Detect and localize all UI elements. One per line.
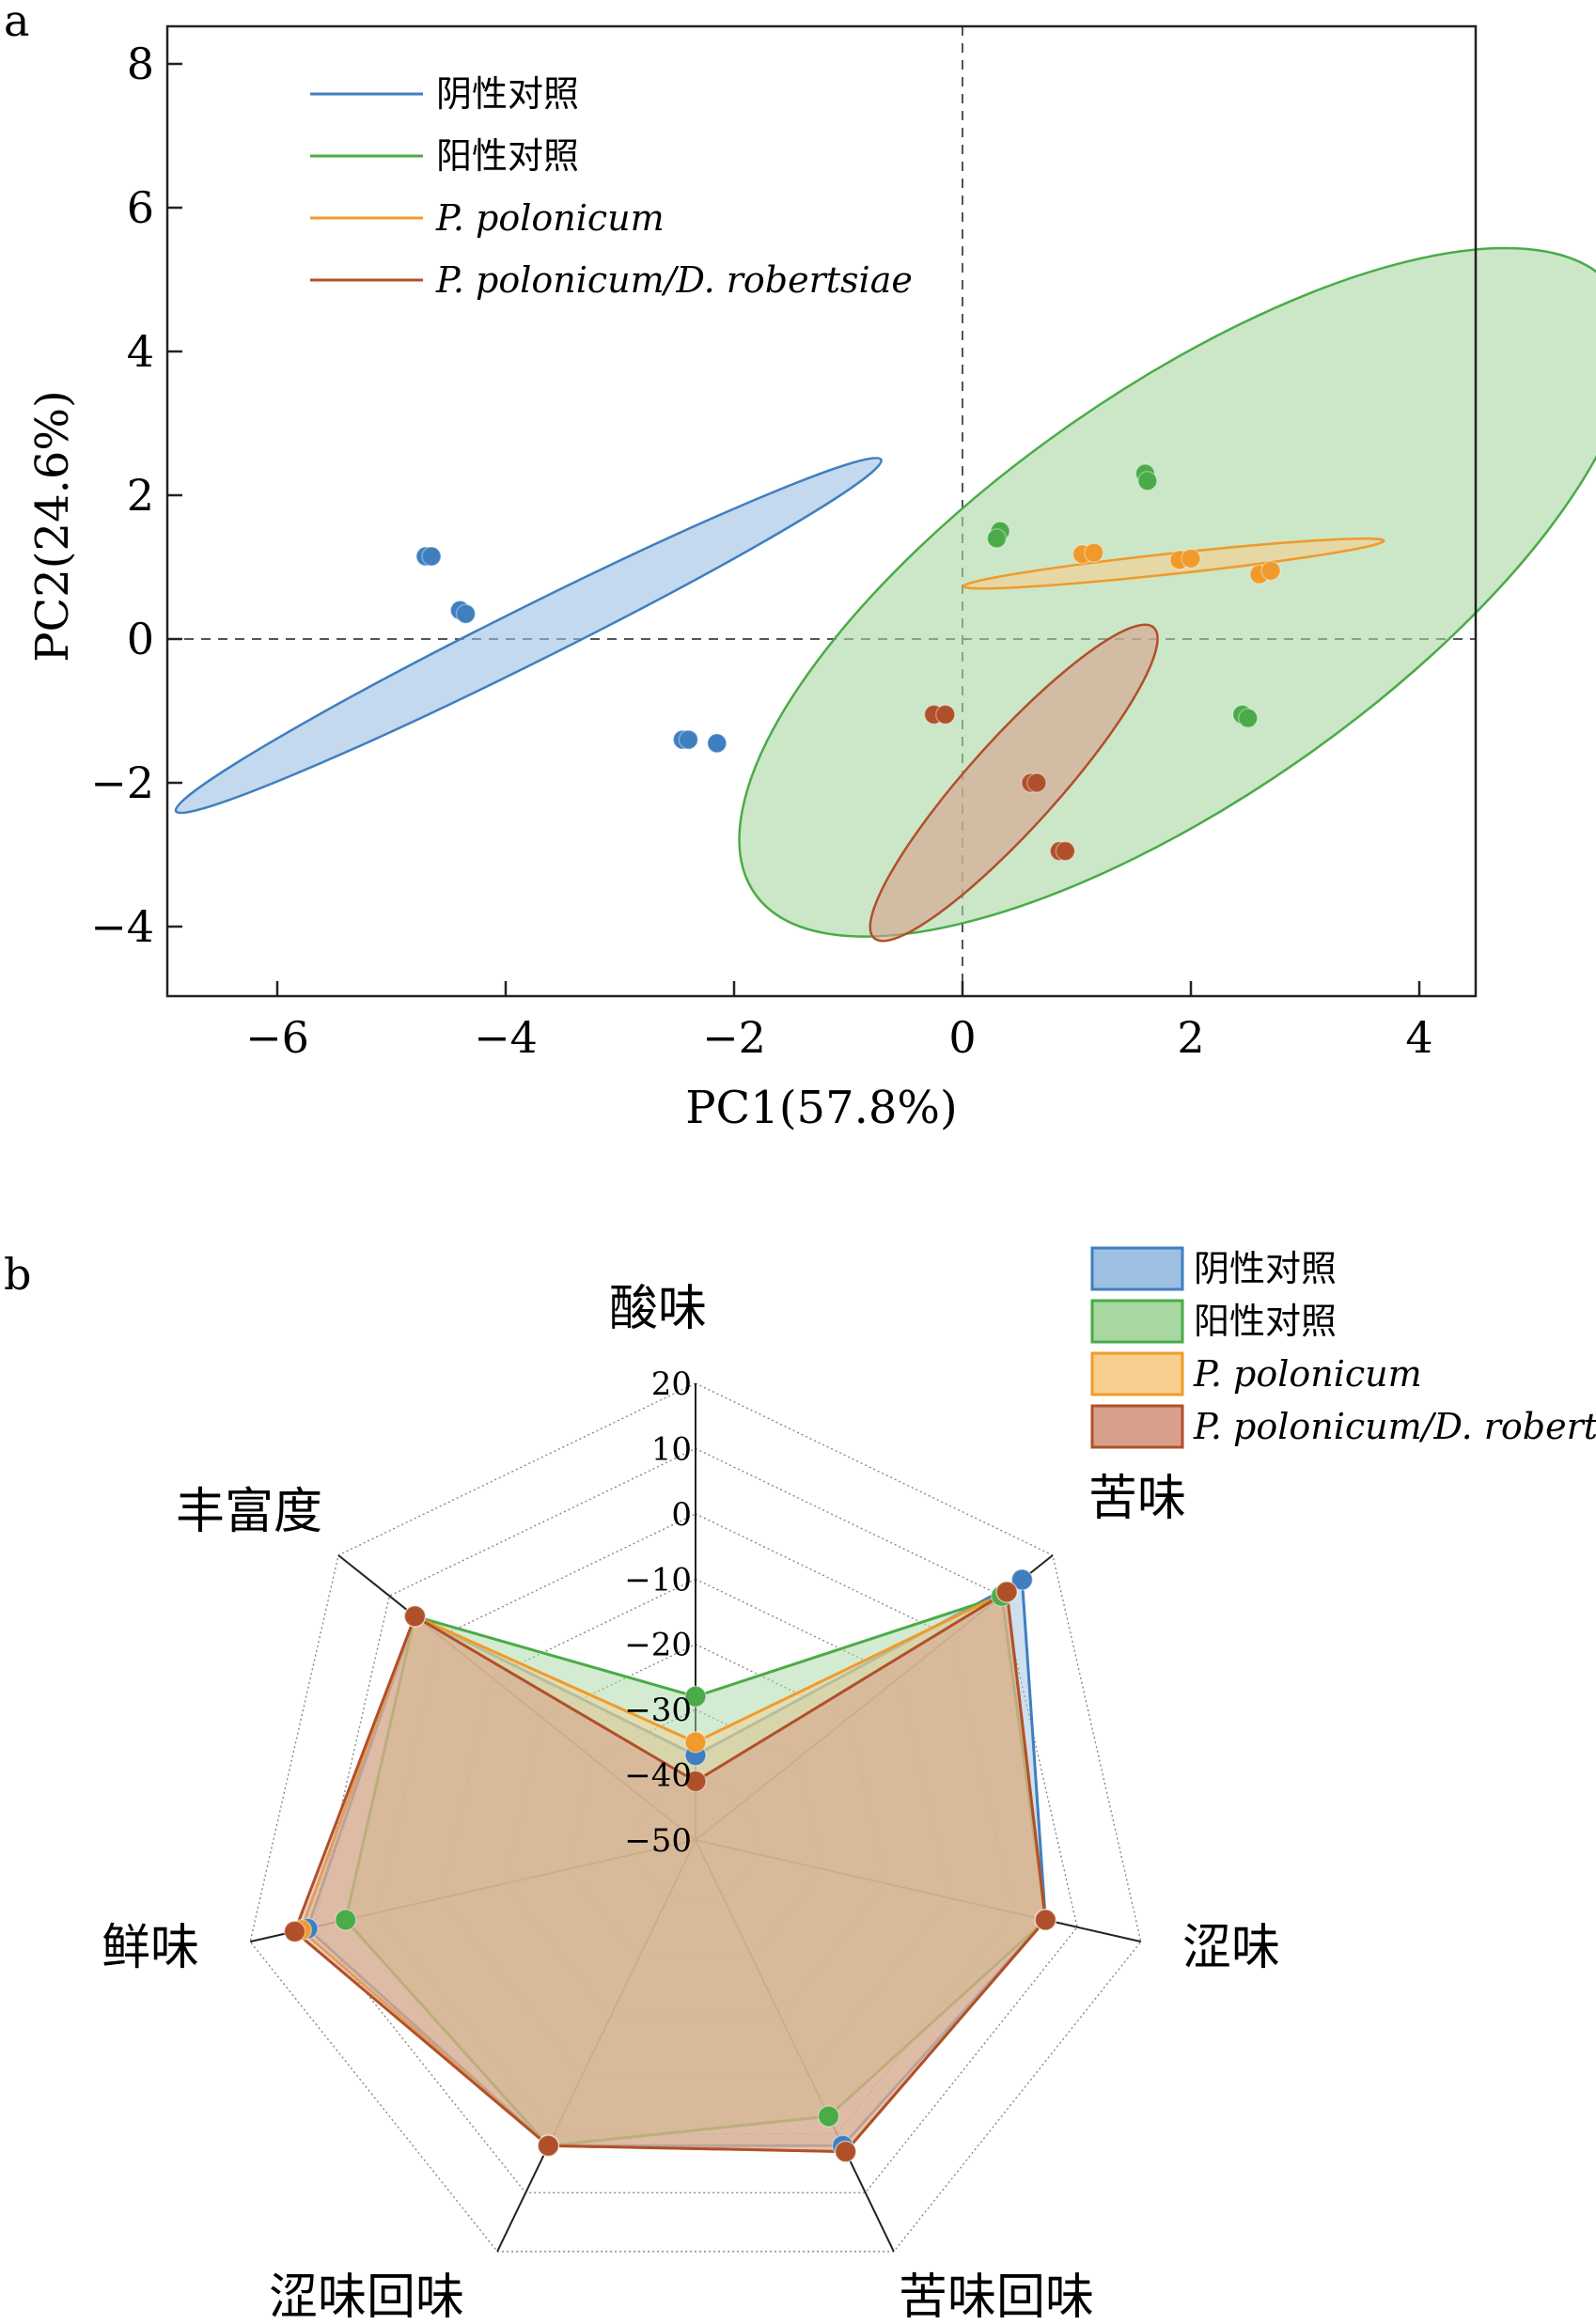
- y-tick-label: 0: [127, 614, 154, 664]
- x-tick-label: −4: [474, 1012, 538, 1063]
- x-tick-label: 4: [1405, 1012, 1432, 1063]
- scatter-point: [421, 546, 442, 567]
- scatter-point: [1181, 548, 1201, 569]
- y-axis-title: PC2(24.6%): [26, 390, 79, 663]
- scatter-point: [1083, 542, 1104, 563]
- legend-label: 阴性对照: [1194, 1248, 1337, 1289]
- radar-tick-label: −20: [624, 1627, 692, 1664]
- pca-ticks: −6 −4 −2 0 2 4 8 6 4 2 0 −2 −4: [90, 39, 1432, 1063]
- radar-point: [403, 1605, 427, 1628]
- radar-axis-label: 苦味回味: [899, 2269, 1094, 2324]
- legend-label: P. polonicum: [435, 197, 665, 239]
- radar-tick-label: −30: [624, 1692, 692, 1729]
- radar-axis-label: 涩味回味: [269, 2269, 464, 2324]
- y-tick-label: 4: [127, 326, 154, 377]
- legend-swatch-box: [1090, 1299, 1184, 1344]
- radar-point: [684, 1685, 707, 1708]
- radar-tick-label: −50: [624, 1822, 692, 1860]
- legend-swatch-box: [1090, 1351, 1184, 1396]
- radar-axis-label: 丰富度: [176, 1484, 322, 1540]
- x-tick-label: −6: [245, 1012, 309, 1063]
- radar-tick-label: −40: [624, 1757, 692, 1795]
- radar-point: [283, 1920, 306, 1943]
- x-tick-label: 0: [948, 1012, 976, 1063]
- legend-swatch-box: [1090, 1404, 1184, 1449]
- scatter-point: [1260, 560, 1281, 582]
- radar-axis-label: 涩味: [1182, 1920, 1280, 1976]
- radar-point: [334, 1909, 357, 1931]
- radar-grid-ring: [249, 1382, 1142, 2253]
- radar-point: [537, 2134, 560, 2158]
- legend-label: 阳性对照: [436, 135, 579, 177]
- confidence-ellipse-3: [868, 623, 1159, 943]
- x-axis-title: PC1(57.8%): [685, 1082, 958, 1134]
- y-tick-label: 2: [127, 470, 154, 521]
- scatter-point: [1137, 470, 1158, 491]
- radar-tick-label: −10: [624, 1561, 692, 1599]
- scatter-point: [678, 729, 699, 750]
- legend-label: 阴性对照: [436, 73, 579, 115]
- radar-point: [1034, 1909, 1057, 1931]
- pca-plot-frame: [165, 24, 1478, 998]
- y-tick-label: −4: [90, 901, 154, 952]
- scatter-point: [935, 704, 956, 725]
- scatter-point: [1238, 708, 1259, 728]
- y-tick-label: 8: [127, 39, 154, 89]
- panel-label-a: a: [4, 0, 29, 46]
- legend-label: 阳性对照: [1194, 1301, 1337, 1342]
- y-tick-label: −2: [90, 757, 154, 808]
- scatter-point: [986, 528, 1008, 549]
- confidence-ellipse-1: [738, 246, 1596, 938]
- radar-point: [1010, 1568, 1034, 1591]
- legend-label: P. polonicum/D. robertsiae: [1193, 1406, 1596, 1447]
- legend-swatch-box: [1090, 1246, 1184, 1291]
- scatter-point: [707, 733, 728, 754]
- legend-label: P. polonicum: [1193, 1353, 1422, 1395]
- y-tick-label: 6: [127, 182, 154, 233]
- radar-point: [834, 2140, 857, 2163]
- x-tick-label: −2: [702, 1012, 766, 1063]
- pca-chart: [167, 26, 1596, 996]
- radar-point: [684, 1731, 707, 1754]
- radar-tick-label: 10: [651, 1430, 692, 1468]
- radar-tick-label: 0: [671, 1496, 692, 1534]
- legend-label: P. polonicum/D. robertsiae: [435, 259, 913, 301]
- scatter-point: [455, 603, 477, 624]
- radar-tick-label: 20: [651, 1365, 692, 1403]
- scatter-point: [1055, 840, 1076, 862]
- confidence-ellipse-0: [174, 457, 883, 815]
- radar-axis-label: 酸味: [609, 1281, 707, 1337]
- x-tick-label: 2: [1177, 1012, 1204, 1063]
- radar-axis-label: 鲜味: [102, 1920, 199, 1976]
- radar-series-area: [293, 1590, 1047, 2154]
- radar-axis-label: 苦味: [1088, 1471, 1186, 1527]
- radar-point: [995, 1581, 1018, 1603]
- panel-label-b: b: [4, 1249, 31, 1300]
- radar-point: [817, 2105, 840, 2128]
- radar-point: [684, 1770, 707, 1793]
- scatter-point: [1026, 772, 1047, 793]
